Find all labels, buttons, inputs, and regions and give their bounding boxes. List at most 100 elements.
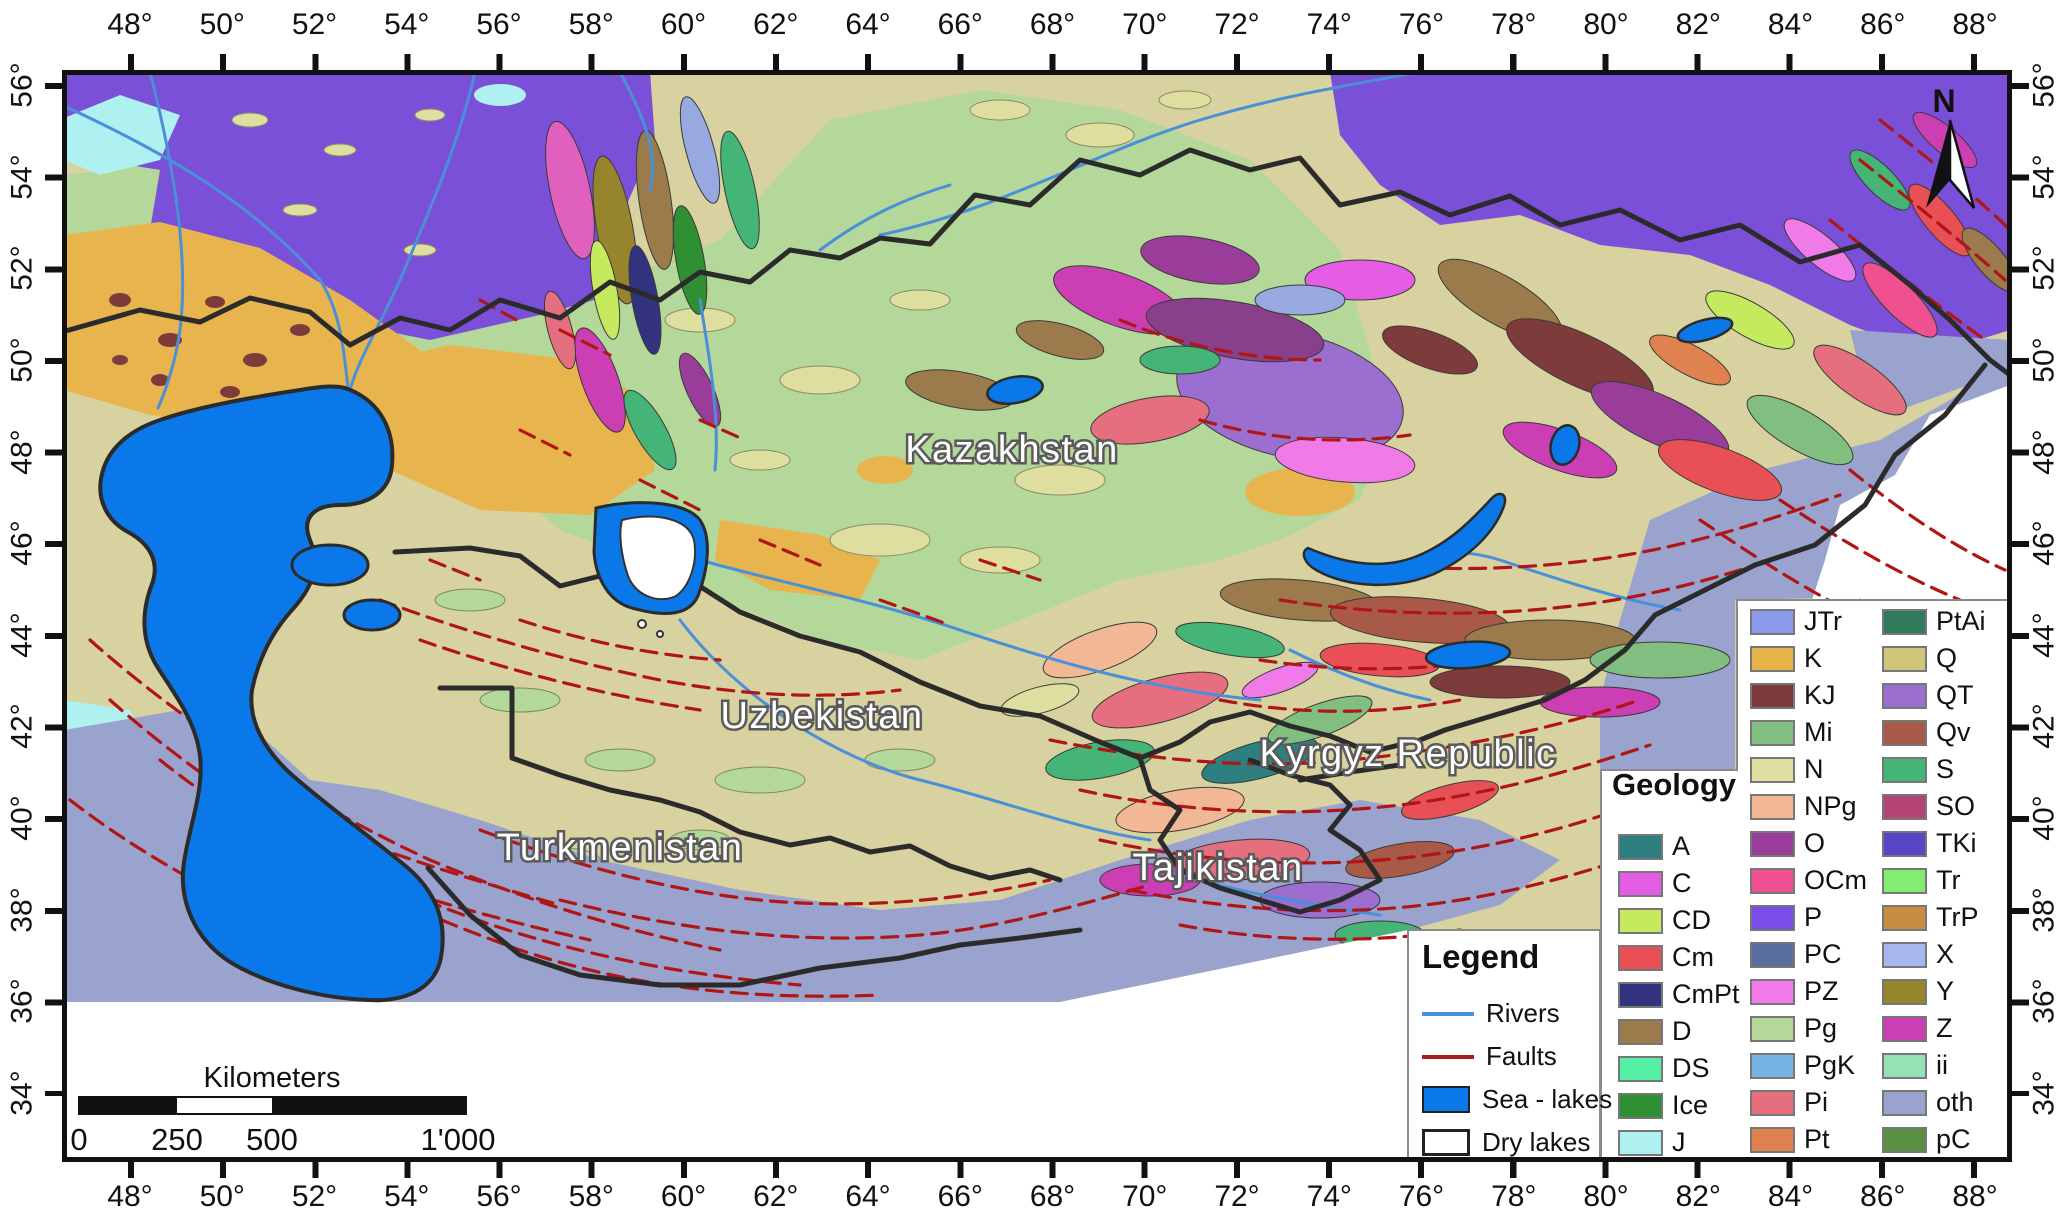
axis-tick-label: 50° [6,337,39,383]
geology-legend-row: Ice [1618,1087,1752,1124]
lake-balkhash [1302,492,1507,587]
scalebar-label: 1'000 [420,1122,496,1157]
geology-unit-label: OCm [1804,865,1867,895]
scalebar-segment [177,1098,272,1113]
geology-legend-row: Cm [1618,939,1752,976]
geology-unit-label: Mi [1804,717,1833,747]
geology-unit-label: Q [1936,643,1958,673]
north-arrow-label: N [1932,83,1955,119]
geology-color-swatch [1882,682,1927,709]
geology-color-swatch [1750,645,1795,672]
geology-unit-label: P [1804,902,1823,932]
lake-issyk-kul [1424,640,1512,670]
geology-color-swatch [1882,719,1927,746]
axis-tick-label: 56° [6,62,39,108]
geology-legend-row: PZ [1750,973,1884,1010]
geology-unit-label: pC [1936,1124,1971,1154]
geology-color-swatch [1618,981,1663,1008]
geology-unit-label: TrP [1936,902,1979,932]
geology-unit-label: KJ [1804,680,1836,710]
ural-fold-belt [543,96,760,471]
geology-unit-label: PZ [1804,976,1839,1006]
legend-item-label: Dry lakes [1482,1127,1591,1157]
geology-color-swatch [1618,1129,1663,1156]
axis-tick-label: 54° [2028,153,2061,200]
geology-color-swatch [1750,682,1795,709]
geology-color-swatch [1618,833,1663,860]
geology-legend-row: Pi [1750,1084,1884,1121]
geology-color-swatch [1750,978,1795,1005]
geology-unit-label: CmPt [1672,979,1740,1009]
geology-legend-row: PtAi [1882,603,2016,640]
lake-tengiz [986,375,1044,405]
geology-legend-row: N [1750,751,1884,788]
geology-legend-row: X [1882,936,2016,973]
geology-unit-label: S [1936,754,1955,784]
geology-unit-label: Pi [1804,1087,1829,1117]
tien-shan-belt [1175,578,1731,718]
geology-legend-row: C [1618,865,1752,902]
geology-legend-row: TrP [1882,899,2016,936]
geology-color-swatch [1750,830,1795,857]
geology-unit-label: ii [1936,1050,1948,1080]
legend-row-sea-lakes: Sea - lakes [1422,1078,1612,1121]
geology-unit-label: K [1804,643,1823,673]
geology-legend-row: QT [1882,677,2016,714]
lake-alakol [1549,424,1581,466]
geology-color-swatch [1882,830,1927,857]
geology-unit-label: Pt [1804,1124,1830,1154]
geology-color-swatch [1882,1052,1927,1079]
geology-legend-row: Y [1882,973,2016,1010]
axis-labels-top: 48° 50° 52° 54° 56° 58° 60° 62° 64° 66° 68° 70° 72° 7… [107,8,1998,41]
axis-labels-bottom: 48° 50° 52° 54° 56° 58° 60° 62° 64° 66° 68° 70° 72° 7… [107,1180,1998,1213]
axis-ticks-left [45,82,62,1096]
axis-tick-label: 40° [6,795,39,841]
geology-legend-row: Pg [1750,1010,1884,1047]
geology-unit-label: X [1936,939,1955,969]
geology-legend-row: KJ [1750,677,1884,714]
geology-unit-label: O [1804,828,1826,858]
dry-lakes-swatch [1422,1129,1470,1156]
geology-legend-row: Tr [1882,862,2016,899]
geology-legend-row: Q [1882,640,2016,677]
axis-tick-label: 38° [2028,886,2061,933]
geology-color-swatch [1882,608,1927,635]
geology-unit-label: Y [1936,976,1955,1006]
geology-unit-label: Cm [1672,942,1714,972]
scalebar-title: Kilometers [203,1062,341,1094]
legend-item-label: Faults [1486,1041,1557,1071]
geology-legend-row: TKi [1882,825,2016,862]
legend-title: Legend [1422,938,1540,975]
scalebar-segment [80,1098,177,1113]
geology-unit-label: JTr [1804,606,1842,636]
geology-legend-row: oth [1882,1084,2016,1121]
geology-color-swatch [1618,1092,1663,1119]
geology-unit-label: J [1672,1127,1686,1157]
geology-color-swatch [1750,941,1795,968]
axis-ticks-bottom [127,1161,1979,1178]
geology-legend-row: O [1750,825,1884,862]
orange-regions [64,222,1355,600]
geology-legend-row: PC [1750,936,1884,973]
geology-color-swatch [1750,1126,1795,1153]
geology-color-swatch [1750,608,1795,635]
legend-box: Legend Rivers Faults Sea - lakes Dry lak… [1408,930,1612,1158]
speckle-patches [109,293,310,398]
geology-color-swatch [1618,907,1663,934]
axis-tick-label: 42° [2028,703,2061,750]
axis-tick-label: 44° [2028,612,2061,658]
geology-unit-label: PgK [1804,1050,1856,1080]
geology-unit-label: PC [1804,939,1842,969]
axis-tick-label: 42° [6,703,39,750]
geology-legend-column-3: PtAi Q QT Qv S SO TKi Tr TrP X Y Z ii ot… [1882,603,2016,1158]
geology-legend-row: OCm [1750,862,1884,899]
geology-unit-label: Pg [1804,1013,1838,1043]
geology-color-swatch [1882,978,1927,1005]
geology-legend-row: SO [1882,788,2016,825]
geology-legend-row: Mi [1750,714,1884,751]
geology-unit-label: CD [1672,905,1711,935]
legend-item-label: Rivers [1486,998,1560,1028]
dry-lake-aral [619,515,696,638]
axis-labels-right: 56° 54° 52° 50° 48° 46° 44° 42° 40° 38° 36° 34° [2028,62,2062,1115]
